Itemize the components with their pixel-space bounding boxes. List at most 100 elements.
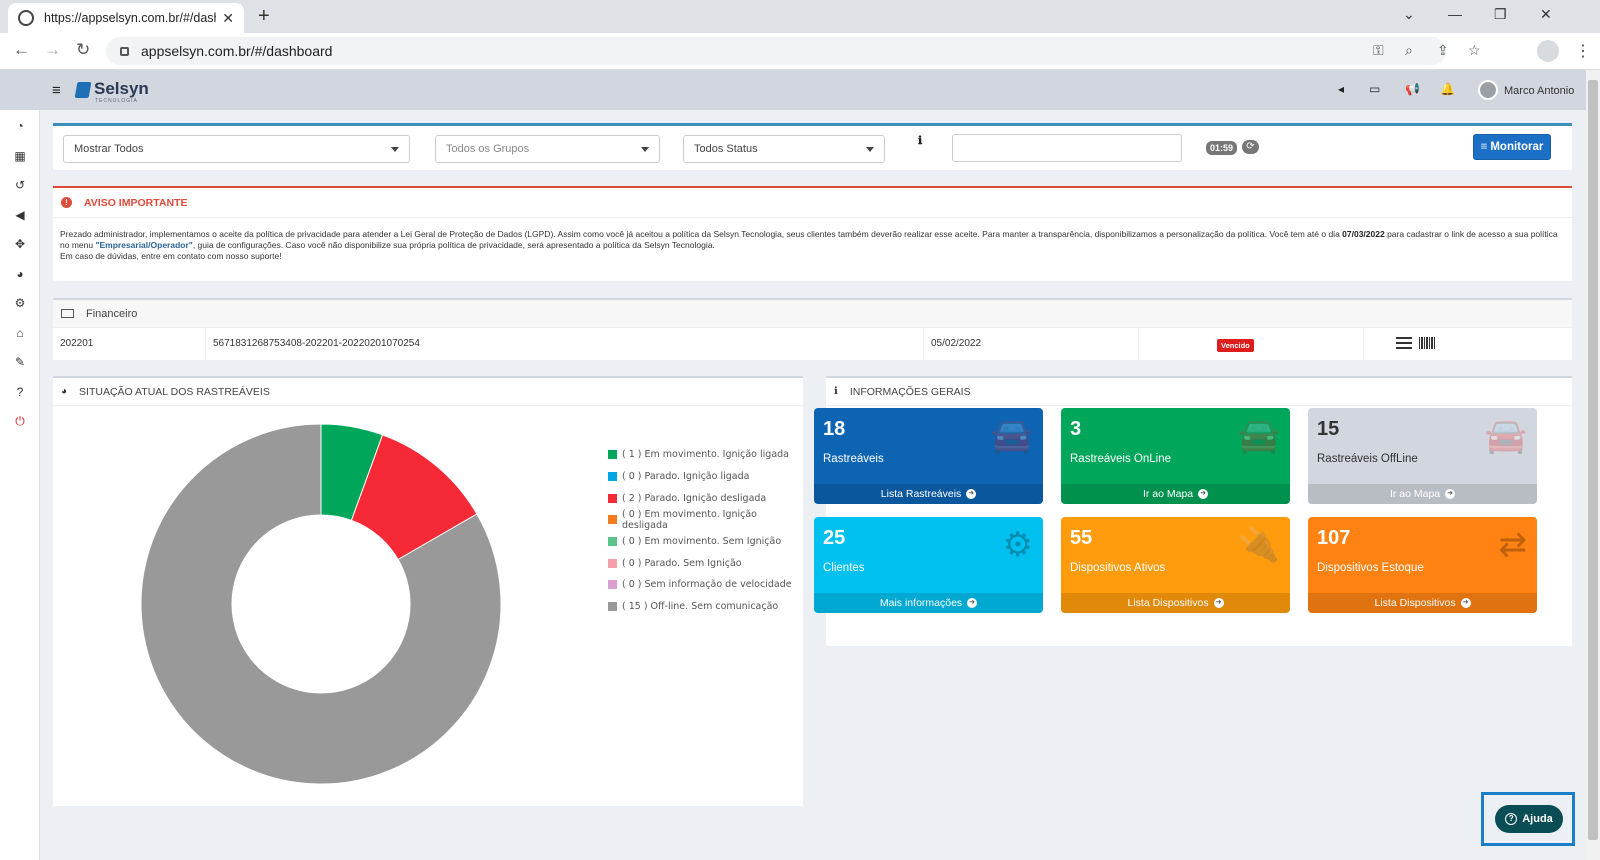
show-all-select-value: Mostrar Todos bbox=[74, 143, 144, 155]
help-highlight-frame bbox=[1481, 792, 1575, 846]
legend-item[interactable]: ( 0 ) Parado. Ignição ligada bbox=[608, 466, 803, 488]
zoom-icon[interactable]: ⌕ bbox=[1405, 42, 1413, 58]
status-select[interactable]: Todos Status bbox=[683, 135, 885, 163]
card-link[interactable]: Ir ao Mapa ➜ bbox=[1061, 484, 1290, 504]
card-link[interactable]: Mais informações ➜ bbox=[814, 593, 1043, 613]
dashboard-icon[interactable]: ◔ bbox=[16, 119, 24, 133]
maximize-icon[interactable]: ❐ bbox=[1494, 6, 1507, 22]
new-tab-button[interactable]: + bbox=[258, 5, 270, 27]
divider bbox=[1138, 328, 1139, 360]
legend-item[interactable]: ( 0 ) Sem informação de velocidade bbox=[608, 574, 803, 596]
search-input[interactable] bbox=[952, 134, 1182, 162]
user-name[interactable]: Marco Antonio bbox=[1504, 85, 1575, 97]
invoice-code: 5671831268753408-202201-20220201070254 bbox=[213, 338, 420, 349]
page-scrollbar[interactable] bbox=[1586, 70, 1600, 860]
status-badge: Vencido bbox=[1217, 339, 1254, 352]
pie-chart-icon[interactable]: ◕ bbox=[16, 267, 24, 281]
profile-icon[interactable] bbox=[1537, 40, 1559, 62]
card-number: 15 bbox=[1317, 418, 1340, 440]
tracker-status-panel: ◕ SITUAÇÃO ATUAL DOS RASTREÁVEIS ( 1 ) E… bbox=[53, 376, 803, 806]
financial-title: Financeiro bbox=[86, 307, 138, 320]
table-row: 202201 5671831268753408-202201-202202010… bbox=[53, 328, 1572, 360]
history-icon[interactable]: ↺ bbox=[14, 178, 26, 192]
bookmark-star-icon[interactable]: ☆ bbox=[1468, 42, 1481, 58]
info-card: 25 Clientes ⚙ Mais informações ➜ bbox=[814, 517, 1043, 613]
card-link[interactable]: Ir ao Mapa ➜ bbox=[1308, 484, 1537, 504]
monitor-button[interactable]: ≡ Monitorar bbox=[1473, 134, 1551, 160]
legend-label: ( 2 ) Parado. Ignição desligada bbox=[622, 492, 767, 504]
gears-icon: ⚙ bbox=[1002, 526, 1033, 564]
legend-item[interactable]: ( 15 ) Off-line. Sem comunicação bbox=[608, 596, 803, 618]
notice-menu-link[interactable]: "Empresarial/Operador" bbox=[95, 240, 193, 250]
legend-swatch bbox=[608, 450, 617, 460]
hamburger-menu-icon[interactable]: ≡ bbox=[52, 82, 61, 99]
tab-title: https://appselsyn.com.br/#/dashb bbox=[44, 11, 217, 25]
minimize-icon[interactable]: — bbox=[1448, 6, 1462, 22]
legend-swatch bbox=[608, 472, 617, 482]
card-label: Dispositivos Ativos bbox=[1070, 562, 1166, 574]
key-icon[interactable]: ⚿ bbox=[1373, 42, 1384, 58]
financial-panel: Financeiro 202201 5671831268753408-20220… bbox=[53, 298, 1572, 360]
arrow-circle-right-icon: ➜ bbox=[1445, 489, 1456, 500]
legend-label: ( 0 ) Parado. Ignição ligada bbox=[622, 471, 750, 483]
notice-text-3: , guia de configurações. Caso você não d… bbox=[192, 240, 715, 250]
power-icon[interactable]: ⏻ bbox=[15, 414, 25, 428]
tab-search-icon[interactable]: ⌄ bbox=[1403, 6, 1415, 22]
legend-label: ( 0 ) Em movimento. Sem Ignição bbox=[622, 536, 782, 548]
address-bar[interactable]: appselsyn.com.br/#/dashboard bbox=[106, 37, 1446, 65]
back-icon[interactable]: ← bbox=[13, 40, 30, 59]
arrows-icon[interactable]: ✥ bbox=[14, 237, 26, 251]
card-link[interactable]: Lista Dispositivos ➜ bbox=[1061, 593, 1290, 613]
menu-dots-icon[interactable]: ⋮ bbox=[1575, 43, 1591, 60]
question-icon[interactable]: ? bbox=[16, 385, 24, 399]
cogs-icon[interactable]: ⚙ bbox=[14, 296, 26, 310]
legend-item[interactable]: ( 1 ) Em movimento. Ignição ligada bbox=[608, 444, 803, 466]
legend-item[interactable]: ( 0 ) Em movimento. Ignição desligada bbox=[608, 509, 803, 531]
exclamation-circle-icon: ! bbox=[61, 197, 72, 208]
bullhorn-icon[interactable]: ◀ bbox=[15, 208, 25, 222]
list-icon[interactable] bbox=[1396, 337, 1412, 349]
info-circle-icon: ℹ bbox=[834, 386, 838, 397]
bullhorn-icon[interactable]: 📢 bbox=[1405, 82, 1420, 96]
refresh-icon[interactable]: ⟳ bbox=[1242, 140, 1259, 154]
card-link-label: Lista Dispositivos bbox=[1127, 597, 1212, 609]
show-all-select[interactable]: Mostrar Todos bbox=[63, 135, 410, 163]
map-icon[interactable]: ▦ bbox=[14, 149, 26, 163]
forward-icon[interactable]: → bbox=[44, 40, 61, 59]
notice-body: Prezado administrador, implementamos o a… bbox=[53, 218, 1572, 273]
legend-item[interactable]: ( 2 ) Parado. Ignição desligada bbox=[608, 487, 803, 509]
monitor-icon[interactable]: ▭ bbox=[1369, 82, 1381, 96]
reload-icon[interactable]: ↻ bbox=[76, 40, 91, 59]
user-avatar[interactable] bbox=[1478, 80, 1498, 100]
card-number: 107 bbox=[1317, 527, 1351, 549]
close-tab-icon[interactable]: ✕ bbox=[222, 9, 234, 26]
info-card: 107 Dispositivos Estoque ⇄ Lista Dispositiv… bbox=[1308, 517, 1537, 613]
notice-header: ! AVISO IMPORTANTE bbox=[53, 188, 1572, 218]
retweet-icon: ⇄ bbox=[1498, 526, 1528, 564]
barcode-icon[interactable] bbox=[1419, 337, 1435, 349]
share-icon[interactable]: ⇪ bbox=[1437, 42, 1449, 58]
card-link-label: Lista Dispositivos bbox=[1374, 597, 1459, 609]
groups-select[interactable]: Todos os Grupos bbox=[435, 135, 660, 163]
legend-swatch bbox=[608, 537, 617, 547]
bank-icon[interactable]: ⌂ bbox=[16, 326, 24, 340]
bell-icon[interactable]: 🔔 bbox=[1440, 82, 1455, 96]
legend-item[interactable]: ( 0 ) Parado. Sem Ignição bbox=[608, 552, 803, 574]
card-link-label: Ir ao Mapa bbox=[1389, 488, 1444, 500]
scrollbar-thumb[interactable] bbox=[1588, 80, 1598, 840]
legend-item[interactable]: ( 0 ) Em movimento. Sem Ignição bbox=[608, 531, 803, 553]
donut-slice-7[interactable] bbox=[140, 423, 502, 785]
caret-left-icon[interactable]: ◂ bbox=[1338, 82, 1345, 96]
browser-tab[interactable]: https://appselsyn.com.br/#/dashb ✕ bbox=[8, 3, 244, 33]
help-button[interactable]: ? Ajuda bbox=[1495, 805, 1563, 833]
important-notice: ! AVISO IMPORTANTE Prezado administrador… bbox=[53, 186, 1572, 281]
wrench-icon[interactable]: ✎ bbox=[14, 355, 26, 369]
legend-label: ( 0 ) Sem informação de velocidade bbox=[622, 579, 792, 591]
chevron-down-icon bbox=[391, 147, 399, 152]
monitor-button-label: Monitorar bbox=[1490, 141, 1544, 153]
close-window-icon[interactable]: ✕ bbox=[1540, 6, 1552, 22]
arrow-circle-right-icon: ➜ bbox=[1213, 598, 1224, 609]
info-icon[interactable]: ℹ bbox=[918, 135, 923, 147]
card-link[interactable]: Lista Dispositivos ➜ bbox=[1308, 593, 1537, 613]
card-link[interactable]: Lista Rastreáveis ➜ bbox=[814, 484, 1043, 504]
